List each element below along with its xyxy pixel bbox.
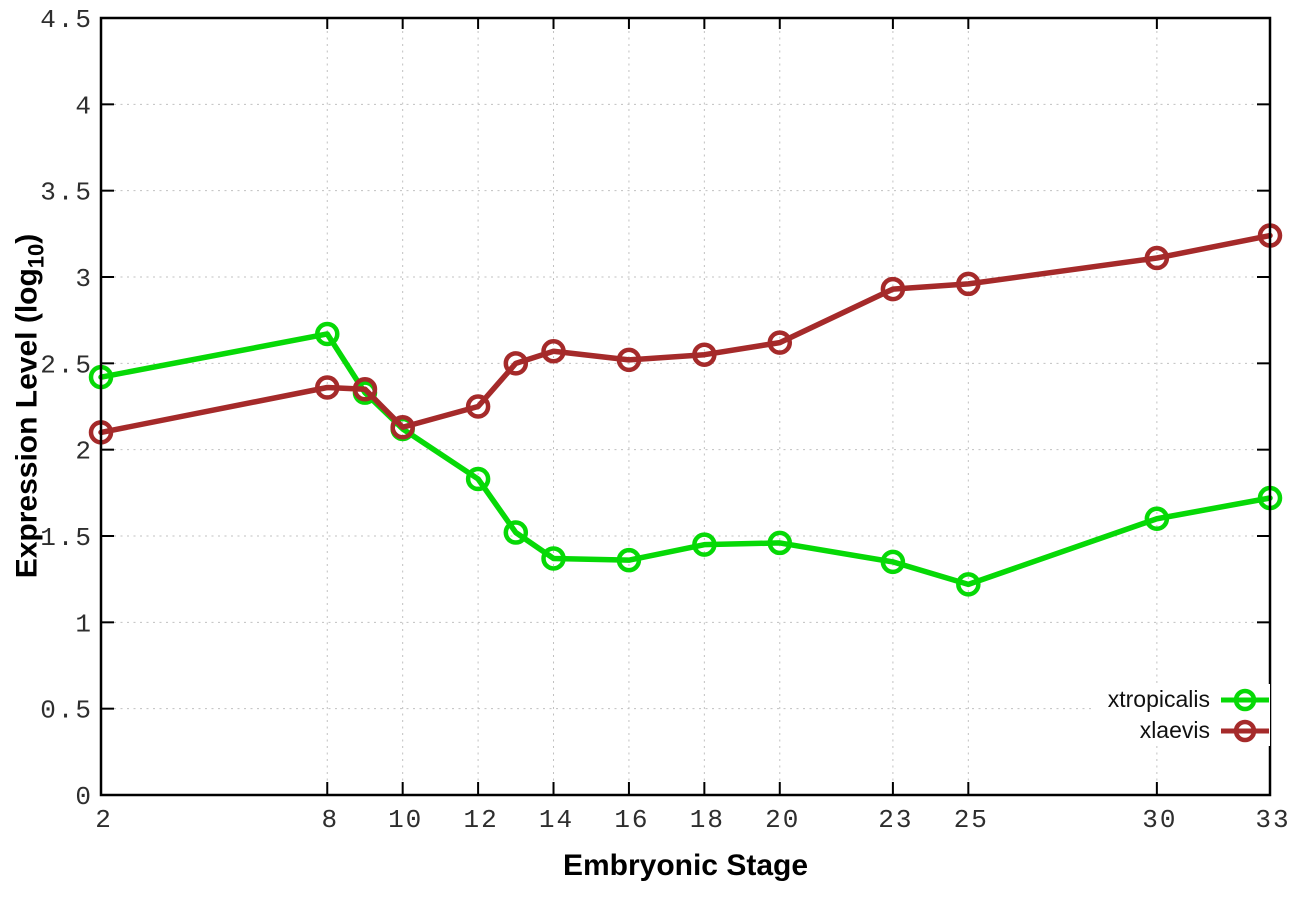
legend-label-xlaevis: xlaevis [1139,717,1210,743]
y-axis-title-subscript: 10 [23,243,49,269]
y-tick-label-3.5: 3.5 [40,178,93,208]
y-tick-label-0: 0 [75,782,93,812]
line-circle-sample-icon [1221,688,1269,711]
data-point-xlaevis-stage-23 [880,276,906,302]
y-tick-label-2: 2 [75,437,93,467]
data-point-xlaevis-stage-20 [767,330,793,355]
plot-border [99,16,1272,797]
data-point-xlaevis-stage-16 [616,347,642,373]
series-xtropicalis [88,321,1283,597]
y-tick-label-3: 3 [75,264,93,294]
x-tick-label-8: 8 [321,805,339,835]
y-tick-label-0.5: 0.5 [40,696,93,726]
y-axis-title: Expression Level (log10) [11,234,50,579]
data-point-xlaevis-stage-30 [1144,245,1170,271]
data-point-xlaevis-stage-18 [692,342,717,367]
gridlines [100,17,1271,796]
x-tick-label-16: 16 [614,805,649,835]
data-point-xlaevis-stage-9 [352,376,378,402]
data-point-xtropicalis-stage-8 [315,321,340,347]
x-tick-label-10: 10 [388,805,423,835]
series-xlaevis [88,223,1283,445]
y-tick-label-2.5: 2.5 [40,350,93,380]
data-point-xtropicalis-stage-12 [465,466,491,492]
data-point-xtropicalis-stage-25 [956,572,981,597]
y-tick-label-1.5: 1.5 [40,523,93,553]
x-axis-title: Embryonic Stage [562,849,809,882]
data-point-xtropicalis-stage-16 [616,547,642,573]
y-tick-label-1: 1 [75,609,93,639]
data-point-xtropicalis-stage-14 [541,546,566,571]
line-circle-sample-icon [1221,719,1269,742]
legend: xtropicalis xlaevis [1093,684,1270,746]
data-point-xtropicalis-stage-20 [767,530,793,556]
data-point-xlaevis-stage-25 [956,271,981,297]
data-point-xlaevis-stage-12 [465,394,491,419]
data-point-xlaevis-stage-8 [315,375,340,400]
legend-entry-xtropicalis: xtropicalis [1108,684,1270,715]
legend-entry-xlaevis: xlaevis [1108,715,1270,746]
x-tick-label-2: 2 [95,805,113,835]
x-tick-label-20: 20 [765,805,800,835]
data-point-xtropicalis-stage-13 [503,520,529,545]
y-axis-title-suffix: ) [10,233,44,244]
x-tick-label-30: 30 [1142,805,1177,835]
data-point-xlaevis-stage-10 [390,414,415,440]
data-point-xlaevis-stage-13 [503,351,529,376]
legend-label-xtropicalis: xtropicalis [1107,686,1210,712]
y-tick-label-4: 4 [75,91,93,121]
series-line-xlaevis [98,232,1273,436]
data-point-xtropicalis-stage-30 [1144,506,1170,531]
x-tick-label-18: 18 [690,805,725,835]
tick-labels: 0 0.5 1 1.5 2 2.5 3 3.5 4 4.5 2 8 10 12 14 16 18 20 23 25 30… [40,5,1290,835]
x-tick-label-25: 25 [954,805,989,835]
series-line-xtropicalis [98,331,1273,588]
y-tick-label-4.5: 4.5 [40,5,93,35]
y-axis-title-text: Expression Level (log [10,268,44,579]
x-tick-label-23: 23 [878,805,913,835]
tick-marks [100,17,1271,796]
x-tick-label-33: 33 [1255,805,1290,835]
data-point-xtropicalis-stage-23 [880,549,906,575]
data-point-xlaevis-stage-14 [541,338,566,364]
x-tick-label-12: 12 [463,805,498,835]
x-tick-label-14: 14 [539,805,574,835]
data-point-xtropicalis-stage-18 [692,532,717,557]
